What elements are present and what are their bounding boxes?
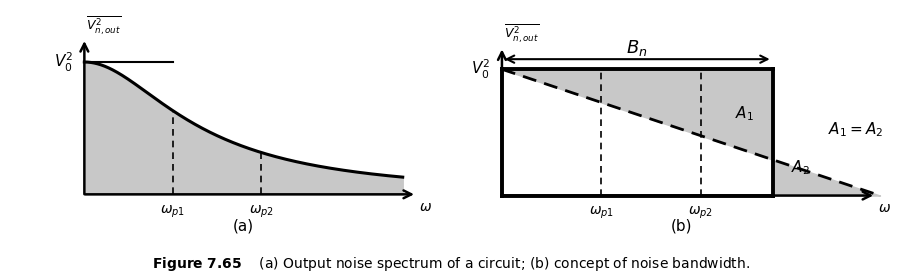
Text: $\omega_{p2}$: $\omega_{p2}$: [688, 205, 713, 221]
Text: $\omega_{p2}$: $\omega_{p2}$: [249, 204, 273, 220]
Text: (a): (a): [233, 218, 254, 233]
Text: $\overline{V^2_{n,out}}$: $\overline{V^2_{n,out}}$: [86, 14, 122, 37]
Text: $\omega_{p1}$: $\omega_{p1}$: [161, 204, 185, 220]
Text: $A_1$: $A_1$: [735, 104, 754, 123]
Text: $V_0^2$: $V_0^2$: [54, 51, 74, 74]
Text: $A_1 = A_2$: $A_1 = A_2$: [828, 121, 884, 139]
Text: $\omega$: $\omega$: [419, 200, 432, 214]
Text: $V_0^2$: $V_0^2$: [471, 58, 490, 81]
Text: $\omega_{p1}$: $\omega_{p1}$: [589, 205, 614, 221]
Text: $\overline{V^2_{n,out}}$: $\overline{V^2_{n,out}}$: [504, 23, 539, 45]
Text: $\omega$: $\omega$: [878, 201, 891, 215]
Text: $\mathbf{Figure\ 7.65}$    (a) Output noise spectrum of a circuit; (b) concept o: $\mathbf{Figure\ 7.65}$ (a) Output noise…: [152, 255, 750, 273]
Text: $A_2$: $A_2$: [791, 158, 810, 177]
Text: (b): (b): [670, 218, 692, 233]
Text: $B_n$: $B_n$: [627, 38, 648, 58]
